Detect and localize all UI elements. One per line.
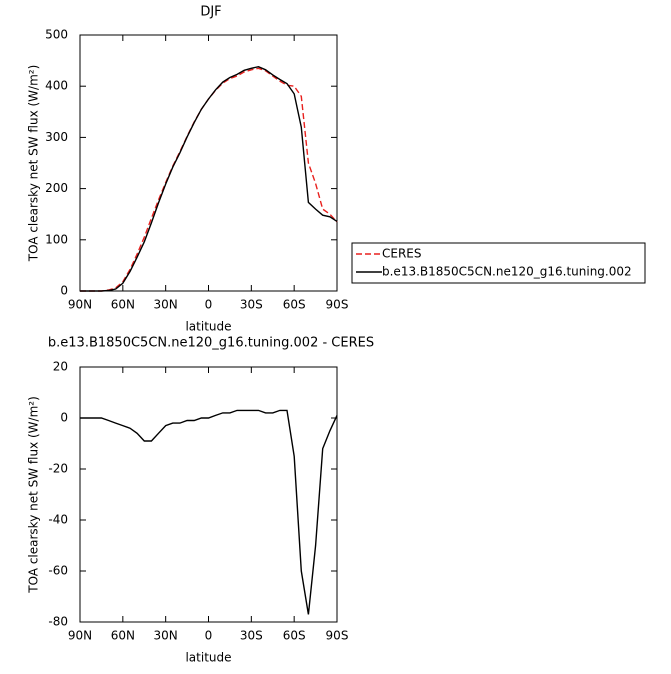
- chart-title: DJF: [200, 5, 221, 20]
- y-axis-label: TOA clearsky net SW flux (W/m²): [27, 65, 41, 263]
- y-tick-label: 300: [45, 130, 68, 144]
- y-axis-label: TOA clearsky net SW flux (W/m²): [27, 396, 41, 594]
- legend-label: CERES: [382, 247, 422, 261]
- y-tick-label: -40: [48, 513, 68, 527]
- x-tick-label: 60S: [283, 629, 306, 643]
- y-tick-label: 100: [45, 232, 68, 246]
- x-tick-label: 90N: [68, 629, 92, 643]
- x-tick-label: 60N: [111, 629, 135, 643]
- x-tick-label: 90S: [326, 298, 349, 312]
- chart-title: b.e13.B1850C5CN.ne120_g16.tuning.002 - C…: [48, 336, 374, 351]
- x-tick-label: 30S: [240, 298, 263, 312]
- y-tick-label: 200: [45, 181, 68, 195]
- x-axis-label: latitude: [185, 651, 231, 665]
- plot-frame: [79, 34, 338, 292]
- x-tick-label: 90N: [68, 298, 92, 312]
- y-tick-label: 400: [45, 79, 68, 93]
- y-tick-label: 20: [53, 360, 68, 374]
- x-tick-label: 30N: [154, 298, 178, 312]
- x-tick-label: 60N: [111, 298, 135, 312]
- x-tick-label: 60S: [283, 298, 306, 312]
- plot-frame: [79, 366, 338, 623]
- y-tick-label: -80: [48, 615, 68, 629]
- x-tick-label: 30S: [240, 629, 263, 643]
- data-line: [80, 409, 338, 615]
- data-line: [80, 67, 338, 292]
- y-tick-label: -60: [48, 564, 68, 578]
- data-line: [80, 65, 338, 292]
- y-tick-label: 0: [60, 411, 68, 425]
- x-tick-label: 90S: [326, 629, 349, 643]
- x-tick-label: 30N: [154, 629, 178, 643]
- x-tick-label: 0: [205, 629, 213, 643]
- x-axis-label: latitude: [185, 320, 231, 334]
- y-tick-label: 0: [60, 284, 68, 298]
- y-tick-label: 500: [45, 28, 68, 42]
- legend-box: [351, 242, 646, 284]
- legend-label: b.e13.B1850C5CN.ne120_g16.tuning.002: [382, 265, 632, 279]
- x-tick-label: 0: [205, 298, 213, 312]
- y-tick-label: -20: [48, 462, 68, 476]
